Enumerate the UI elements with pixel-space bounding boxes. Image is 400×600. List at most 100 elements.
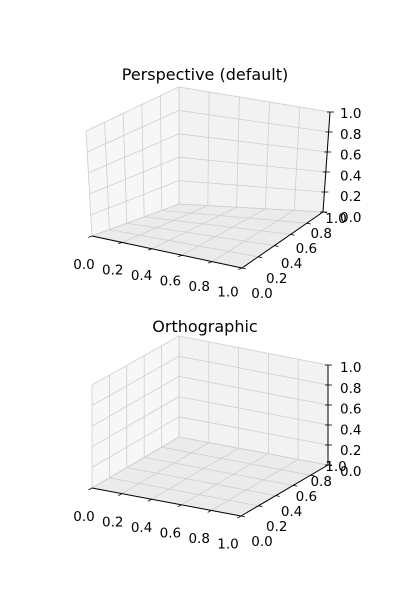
z-tick-label: 0.2: [340, 189, 361, 205]
y-tick-mark: [240, 515, 246, 518]
y-tick-label: 0.6: [296, 241, 317, 257]
z-tick-label: 0.8: [340, 381, 361, 397]
grid-line: [91, 416, 180, 468]
y-tick-mark: [241, 267, 246, 270]
grid-line: [178, 86, 331, 113]
x-tick-label: 0.8: [188, 279, 209, 295]
x-tick-mark: [178, 254, 183, 257]
grid-line: [144, 216, 291, 235]
grid-line: [178, 416, 329, 446]
x-tick-label: 0.8: [188, 531, 209, 547]
grid-line: [265, 101, 270, 209]
grid-line: [178, 180, 325, 193]
grid-line: [89, 156, 180, 195]
grid-line: [181, 453, 269, 506]
y-tick-mark: [327, 464, 333, 467]
grid-line: [85, 130, 93, 237]
grid-line: [87, 110, 180, 153]
y-tick-mark: [290, 234, 295, 236]
grid-line: [91, 436, 180, 489]
y-tick-label: 0.0: [251, 286, 272, 302]
grid-line: [178, 110, 329, 133]
grid-line: [85, 86, 180, 132]
grid-line: [178, 355, 329, 386]
y-tick-label: 0.6: [296, 489, 317, 505]
y-axis-line: [240, 464, 329, 517]
y-tick-mark: [258, 256, 263, 259]
y-tick-mark: [306, 222, 311, 225]
grid-line: [181, 208, 266, 256]
z-tick-label: 1.0: [340, 106, 361, 122]
x-tick-label: 0.0: [73, 509, 94, 525]
x-tick-mark: [88, 487, 93, 491]
x-tick-label: 0.4: [131, 268, 152, 284]
y-tick-mark: [275, 495, 280, 497]
y-tick-mark: [274, 245, 279, 247]
y-tick-label: 0.0: [251, 534, 272, 550]
grid-line: [91, 355, 180, 406]
z-tick-label: 0.0: [340, 464, 361, 480]
x-tick-mark: [207, 510, 212, 513]
x-axis-line: [91, 235, 243, 269]
y-tick-label: 0.8: [310, 474, 331, 490]
axes-title-orthographic: Orthographic: [152, 317, 257, 336]
grid-line: [88, 133, 180, 174]
axes-orthographic: Orthographic 0.0 0.2 0.4 0.6 0.8 1.0 0.00.20.4…: [73, 317, 361, 553]
y-tick-label: 0.2: [266, 271, 287, 287]
grid-line: [207, 91, 210, 206]
x-tick-label: 0.6: [160, 274, 181, 290]
axes-title-perspective: Perspective (default): [122, 65, 289, 84]
grid-line: [126, 467, 276, 496]
grid-line: [109, 477, 259, 507]
grid-line: [121, 442, 210, 494]
grid-line: [178, 436, 329, 466]
grid-line: [293, 106, 301, 211]
y-tick-label: 1.0: [325, 211, 346, 227]
grid-line: [151, 206, 237, 250]
x-tick-label: 0.0: [73, 257, 94, 273]
grid-line: [178, 335, 329, 366]
x-tick-mark: [118, 242, 123, 245]
grid-line: [211, 210, 295, 262]
grid-line: [178, 396, 329, 426]
grid-line: [109, 229, 259, 258]
grid-line: [161, 210, 307, 224]
z-tick-label: 1.0: [340, 360, 361, 376]
x-tick-label: 0.4: [131, 520, 152, 536]
y-tick-label: 1.0: [325, 459, 346, 475]
z-tick-label: 0.8: [340, 127, 361, 143]
x-axis-line: [91, 487, 242, 517]
grid-line: [141, 104, 145, 217]
grid-line: [104, 122, 110, 230]
y-tick-label: 0.4: [281, 504, 302, 520]
grid-line: [91, 335, 180, 386]
grid-line: [151, 447, 239, 500]
x-tick-mark: [208, 261, 213, 264]
x-tick-mark: [238, 267, 243, 270]
grid-line: [122, 113, 128, 224]
z-tick-label: 0.6: [340, 148, 361, 164]
x-tick-mark: [177, 504, 182, 508]
x-tick-label: 0.2: [102, 263, 123, 279]
y-tick-mark: [322, 211, 327, 214]
x-tick-label: 1.0: [217, 537, 238, 553]
z-tick-label: 0.4: [340, 422, 361, 438]
grid-line: [178, 203, 324, 213]
grid-line: [210, 459, 299, 511]
y-axis-line: [241, 211, 324, 269]
x-tick-mark: [148, 248, 153, 251]
axes-perspective: Perspective (default) 0.0 0.2 0.4 0.6 0.8 1.0…: [73, 65, 361, 302]
y-tick-mark: [310, 474, 315, 477]
z-axis-line: [322, 111, 331, 213]
z-tick-label: 0.2: [340, 443, 361, 459]
grid-line: [91, 396, 180, 448]
y-tick-label: 0.4: [281, 256, 302, 272]
x-tick-mark: [118, 493, 123, 496]
z-tick-label: 0.0: [340, 210, 361, 226]
y-tick-mark: [258, 505, 263, 507]
y-tick-label: 0.8: [310, 226, 331, 242]
grid-line: [178, 376, 329, 406]
grid-line: [144, 457, 294, 486]
x-tick-label: 0.2: [102, 515, 123, 531]
x-tick-mark: [237, 515, 242, 519]
